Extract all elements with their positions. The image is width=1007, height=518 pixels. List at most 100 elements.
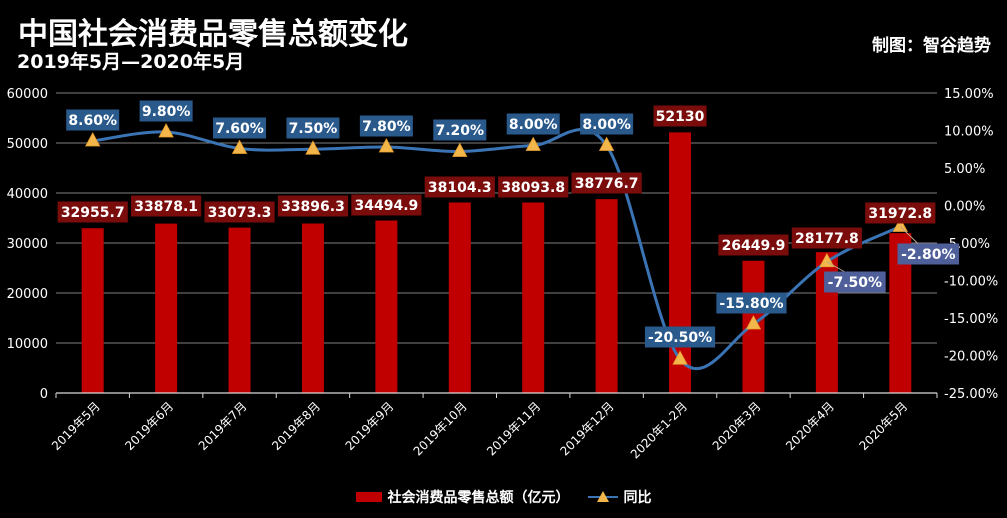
line-value-label: 7.80% bbox=[359, 115, 413, 137]
bar-value-label: 38104.3 bbox=[424, 176, 495, 198]
line-value-label: -20.50% bbox=[644, 326, 716, 348]
bar[interactable] bbox=[375, 220, 398, 393]
bar-value-label: 34494.9 bbox=[351, 194, 422, 216]
bar-value-label: 33878.1 bbox=[131, 195, 202, 217]
x-axis: 2019年5月 2019年6月 2019年7月 2019年8月 2019年9月 2019年… bbox=[49, 392, 938, 462]
x-axis-category-label: 2019年5月 bbox=[49, 399, 103, 453]
line-data-labels: 8.60% 9.80% 7.60% 7.50% 7.80% 7.20% 8.00% 8.00%… bbox=[66, 100, 960, 348]
bar[interactable] bbox=[228, 227, 251, 393]
bar-value-label: 28177.8 bbox=[791, 227, 862, 249]
bar-value-label: 33896.3 bbox=[277, 195, 349, 217]
line-value-label: 7.20% bbox=[433, 119, 487, 141]
bar-data-labels: 32955.7 33878.1 33073.3 33896.3 34494.9 38104… bbox=[57, 105, 936, 256]
right-axis-tick-label: -15.00% bbox=[944, 312, 998, 327]
bar-value-label: 38776.7 bbox=[571, 172, 642, 194]
right-axis-tick-label: 15.00% bbox=[944, 87, 994, 102]
svg-text:33896.3: 33896.3 bbox=[281, 199, 345, 215]
svg-text:38104.3: 38104.3 bbox=[428, 180, 492, 196]
svg-text:28177.8: 28177.8 bbox=[795, 231, 859, 247]
bar-swatch-icon bbox=[355, 492, 382, 502]
triangle-marker-icon[interactable] bbox=[525, 136, 541, 151]
svg-text:31972.8: 31972.8 bbox=[868, 206, 932, 222]
chart-credit: 制图：智谷趋势 bbox=[872, 36, 991, 56]
svg-text:34494.9: 34494.9 bbox=[354, 198, 418, 214]
right-axis-tick-label: -10.00% bbox=[944, 275, 998, 290]
left-axis-tick-label: 10000 bbox=[7, 337, 48, 352]
right-axis-tick-label: 5.00% bbox=[944, 162, 985, 177]
legend-item-yoy[interactable]: 同比 bbox=[587, 487, 652, 507]
bar[interactable] bbox=[301, 223, 324, 393]
triangle-marker-icon[interactable] bbox=[378, 138, 395, 153]
svg-text:38093.8: 38093.8 bbox=[501, 180, 565, 196]
svg-text:7.20%: 7.20% bbox=[436, 123, 485, 139]
x-axis-category-label: 2020年1-2月 bbox=[628, 399, 690, 461]
svg-text:7.60%: 7.60% bbox=[215, 121, 264, 137]
svg-text:8.60%: 8.60% bbox=[68, 113, 117, 129]
legend: 社会消费品零售总额（亿元） 同比 bbox=[0, 487, 1007, 507]
left-axis-tick-label: 20000 bbox=[7, 287, 48, 302]
triangle-marker-icon[interactable] bbox=[305, 140, 321, 155]
triangle-marker-icon[interactable] bbox=[158, 123, 174, 138]
legend-item-retail-sales[interactable]: 社会消费品零售总额（亿元） bbox=[355, 487, 570, 507]
svg-text:32955.7: 32955.7 bbox=[61, 205, 125, 221]
bar[interactable] bbox=[448, 202, 471, 393]
svg-text:52130: 52130 bbox=[656, 109, 705, 125]
svg-text:8.00%: 8.00% bbox=[582, 117, 631, 133]
right-axis-tick-label: -25.00% bbox=[944, 387, 998, 402]
left-axis-tick-label: 0 bbox=[40, 387, 48, 402]
left-axis-ticks: 0 10000 20000 30000 40000 50000 60000 bbox=[7, 87, 48, 402]
bar-value-label: 52130 bbox=[653, 105, 707, 127]
right-axis-ticks: -25.00%-20.00%-15.00%-10.00%-5.00%0.00%5… bbox=[944, 87, 998, 402]
legend-label-retail-sales: 社会消费品零售总额（亿元） bbox=[387, 490, 570, 506]
line-value-label: 8.00% bbox=[506, 113, 560, 135]
left-axis-tick-label: 50000 bbox=[7, 137, 48, 152]
x-axis-category-label: 2019年11月 bbox=[484, 399, 543, 458]
right-axis-tick-label: 10.00% bbox=[944, 125, 994, 140]
chart-title: 中国社会消费品零售总额变化 bbox=[18, 17, 408, 52]
right-axis-tick-label: -20.00% bbox=[944, 350, 998, 365]
line-value-label: -2.80% bbox=[897, 243, 960, 265]
bar-value-label: 31972.8 bbox=[865, 202, 936, 224]
triangle-marker-icon[interactable] bbox=[231, 139, 248, 154]
triangle-marker-icon[interactable] bbox=[85, 132, 101, 147]
line-value-label: 7.60% bbox=[213, 117, 267, 139]
x-axis-category-label: 2019年9月 bbox=[343, 399, 397, 453]
triangle-marker-icon[interactable] bbox=[745, 315, 762, 330]
gridlines bbox=[56, 92, 937, 344]
x-axis-category-label: 2020年5月 bbox=[857, 399, 911, 453]
svg-text:7.50%: 7.50% bbox=[289, 121, 338, 137]
triangle-marker-icon[interactable] bbox=[892, 217, 908, 232]
svg-text:-2.80%: -2.80% bbox=[901, 247, 955, 263]
svg-text:-7.50%: -7.50% bbox=[828, 275, 882, 291]
triangle-marker-icon[interactable] bbox=[452, 142, 468, 157]
triangle-marker-icon[interactable] bbox=[598, 136, 615, 151]
line-series bbox=[85, 123, 908, 371]
left-axis-tick-label: 40000 bbox=[7, 187, 48, 202]
svg-text:38776.7: 38776.7 bbox=[575, 176, 639, 192]
bar[interactable] bbox=[81, 228, 104, 393]
bar[interactable] bbox=[889, 233, 912, 393]
line-triangle-swatch-icon bbox=[587, 491, 618, 503]
left-axis-tick-label: 60000 bbox=[7, 87, 48, 102]
bar[interactable] bbox=[155, 223, 178, 393]
svg-text:7.80%: 7.80% bbox=[362, 119, 411, 135]
bar-value-label: 26449.9 bbox=[718, 234, 789, 256]
line-value-label: -7.50% bbox=[824, 271, 886, 293]
bar-value-label: 32955.7 bbox=[57, 201, 128, 223]
bar[interactable] bbox=[522, 202, 545, 393]
svg-text:33878.1: 33878.1 bbox=[134, 199, 198, 215]
bar-value-label: 38093.8 bbox=[498, 176, 569, 198]
line-value-label: 9.80% bbox=[139, 100, 193, 122]
right-axis-tick-label: 0.00% bbox=[944, 200, 985, 215]
bar-value-label: 33073.3 bbox=[204, 201, 275, 223]
x-axis-category-label: 2019年10月 bbox=[411, 399, 470, 458]
line-value-label: 7.50% bbox=[286, 117, 340, 139]
line-value-label: -15.80% bbox=[716, 292, 787, 314]
svg-text:33073.3: 33073.3 bbox=[208, 205, 272, 221]
bar[interactable] bbox=[595, 199, 618, 393]
triangle-marker-icon[interactable] bbox=[672, 350, 688, 365]
svg-text:8.00%: 8.00% bbox=[509, 117, 558, 133]
svg-text:26449.9: 26449.9 bbox=[722, 238, 786, 254]
x-axis-category-label: 2019年7月 bbox=[196, 399, 250, 453]
